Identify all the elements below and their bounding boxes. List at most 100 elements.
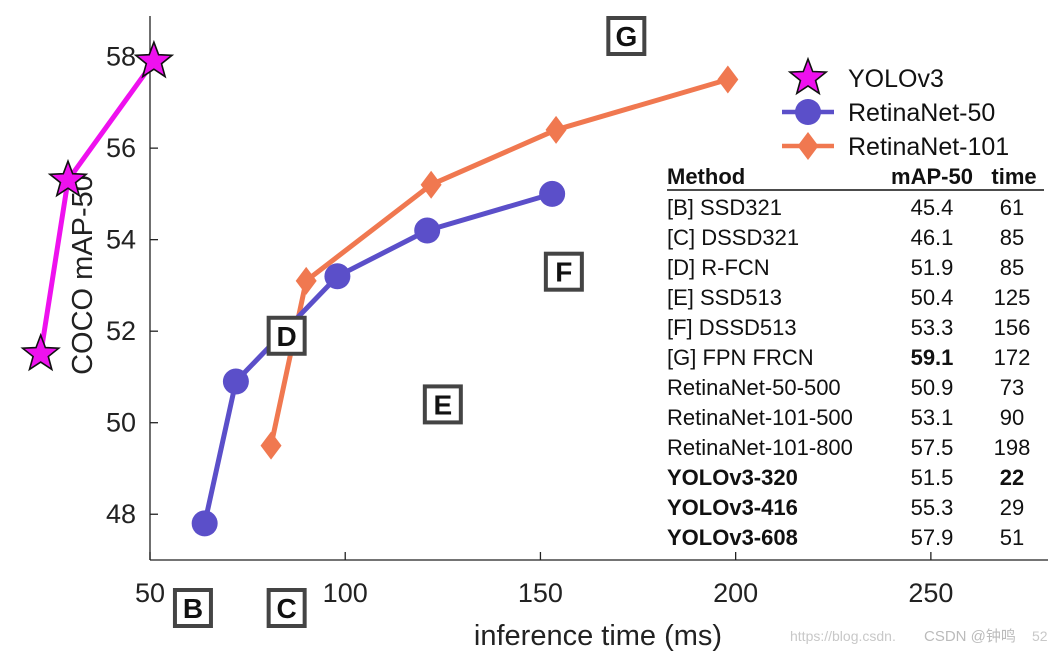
table-row: [G] FPN FRCN 59.1 172 [667,345,1030,370]
data-point [47,158,89,198]
table-row: [E] SSD513 50.4 125 [667,285,1030,310]
series-layer [20,39,739,537]
legend-marker [797,132,819,160]
watermark-trail: 52 [1032,628,1048,644]
data-point [191,510,218,537]
data-point [717,65,739,94]
data-point [295,266,317,295]
data-point [133,39,175,79]
legend-label: YOLOv3 [848,65,944,93]
region-g: G [606,16,647,56]
table-cell-method: YOLOv3-416 [667,495,798,520]
x-tick-label: 250 [908,578,953,608]
y-axis-title: COCO mAP-50 [67,175,99,375]
table-cell-method: [E] SSD513 [667,285,782,310]
table-cell-method: [F] DSSD513 [667,315,797,340]
region-d: D [266,315,307,356]
y-tick-label: 54 [106,225,136,255]
table-cell-map: 59.1 [911,345,954,370]
table-row: YOLOv3-320 51.5 22 [667,465,1024,490]
table-cell-time: 156 [994,315,1031,340]
table-cell-method: [B] SSD321 [667,195,782,220]
table-cell-map: 57.5 [911,435,954,460]
legend-item-yolov3: YOLOv3 [787,56,944,96]
table-row: [B] SSD321 45.4 61 [667,195,1024,220]
region-box [543,251,584,292]
watermark-url: https://blog.csdn. [790,628,896,644]
table-header-map-50: mAP-50 [891,164,973,189]
region-c: C [266,588,307,628]
table-cell-method: RetinaNet-101-800 [667,435,853,460]
y-tick-label: 56 [106,133,136,163]
table-cell-time: 125 [994,285,1031,310]
table-row: [D] R-FCN 51.9 85 [667,255,1024,280]
table-cell-map: 53.1 [911,405,954,430]
series-line [202,191,553,524]
region-box [266,315,307,356]
series-line [268,77,729,447]
y-tick-label: 50 [106,408,136,438]
legend-item-retinanet-50: RetinaNet-50 [782,99,995,127]
region-f: F [543,251,584,292]
watermark-credit: CSDN @钟鸣 [924,628,1016,645]
table-cell-time: 29 [1000,495,1024,520]
table-cell-method: YOLOv3-320 [667,465,798,490]
table-row: [F] DSSD513 53.3 156 [667,315,1030,340]
y-tick-label: 48 [106,499,136,529]
table-row: YOLOv3-416 55.3 29 [667,495,1024,520]
table-cell-time: 172 [994,345,1031,370]
table-row: YOLOv3-608 57.9 51 [667,525,1024,550]
region-label: G [615,21,637,52]
series-yolov3 [20,39,175,372]
table-cell-method: YOLOv3-608 [667,525,798,550]
table-row: [C] DSSD321 46.1 85 [667,225,1024,250]
table-row: RetinaNet-50-500 50.9 73 [667,375,1024,400]
data-point [324,263,351,290]
table-cell-method: RetinaNet-101-500 [667,405,853,430]
table-cell-time: 73 [1000,375,1024,400]
table-cell-map: 53.3 [911,315,954,340]
x-tick-label: 200 [713,578,758,608]
legend-label: RetinaNet-50 [848,99,995,127]
region-e: E [422,384,463,425]
table-header-time: time [991,164,1036,189]
region-box [606,16,647,56]
region-box [172,588,213,628]
data-point [420,170,442,199]
table-cell-method: [G] FPN FRCN [667,345,814,370]
table-cell-time: 22 [1000,465,1024,490]
table-cell-time: 61 [1000,195,1024,220]
table-cell-map: 45.4 [911,195,954,220]
legend-label: RetinaNet-101 [848,133,1009,161]
table-cell-map: 51.9 [911,255,954,280]
x-tick-label: 150 [518,578,563,608]
y-tick-label: 58 [106,42,136,72]
region-label: B [183,593,203,624]
table-cell-map: 46.1 [911,225,954,250]
region-label: C [277,593,297,624]
legend: YOLOv3 RetinaNet-50 RetinaNet-101 [782,56,1009,161]
legend-marker [795,99,821,125]
table-header-method: Method [667,164,745,189]
table-cell-method: [D] R-FCN [667,255,770,280]
table-cell-time: 51 [1000,525,1024,550]
x-tick-label: 100 [323,578,368,608]
table-row: RetinaNet-101-500 53.1 90 [667,405,1024,430]
table-cell-time: 85 [1000,255,1024,280]
y-tick-label: 52 [106,316,136,346]
data-point [222,368,249,395]
table-row: RetinaNet-101-800 57.5 198 [667,435,1030,460]
table-cell-map: 57.9 [911,525,954,550]
series-retinanet-50 [191,180,566,537]
region-box [266,588,307,628]
x-tick-label: 50 [135,578,165,608]
data-point [539,180,566,207]
data-point [260,431,282,460]
table-cell-method: [C] DSSD321 [667,225,799,250]
comparison-table: Method mAP-50 time [B] SSD321 45.4 61 [C] DSSD… [667,164,1044,550]
table-cell-map: 50.9 [911,375,954,400]
table-cell-map: 50.4 [911,285,954,310]
regions-layer: B C D E F G [172,16,647,628]
watermark: https://blog.csdn. CSDN @钟鸣 52 [790,628,1048,645]
